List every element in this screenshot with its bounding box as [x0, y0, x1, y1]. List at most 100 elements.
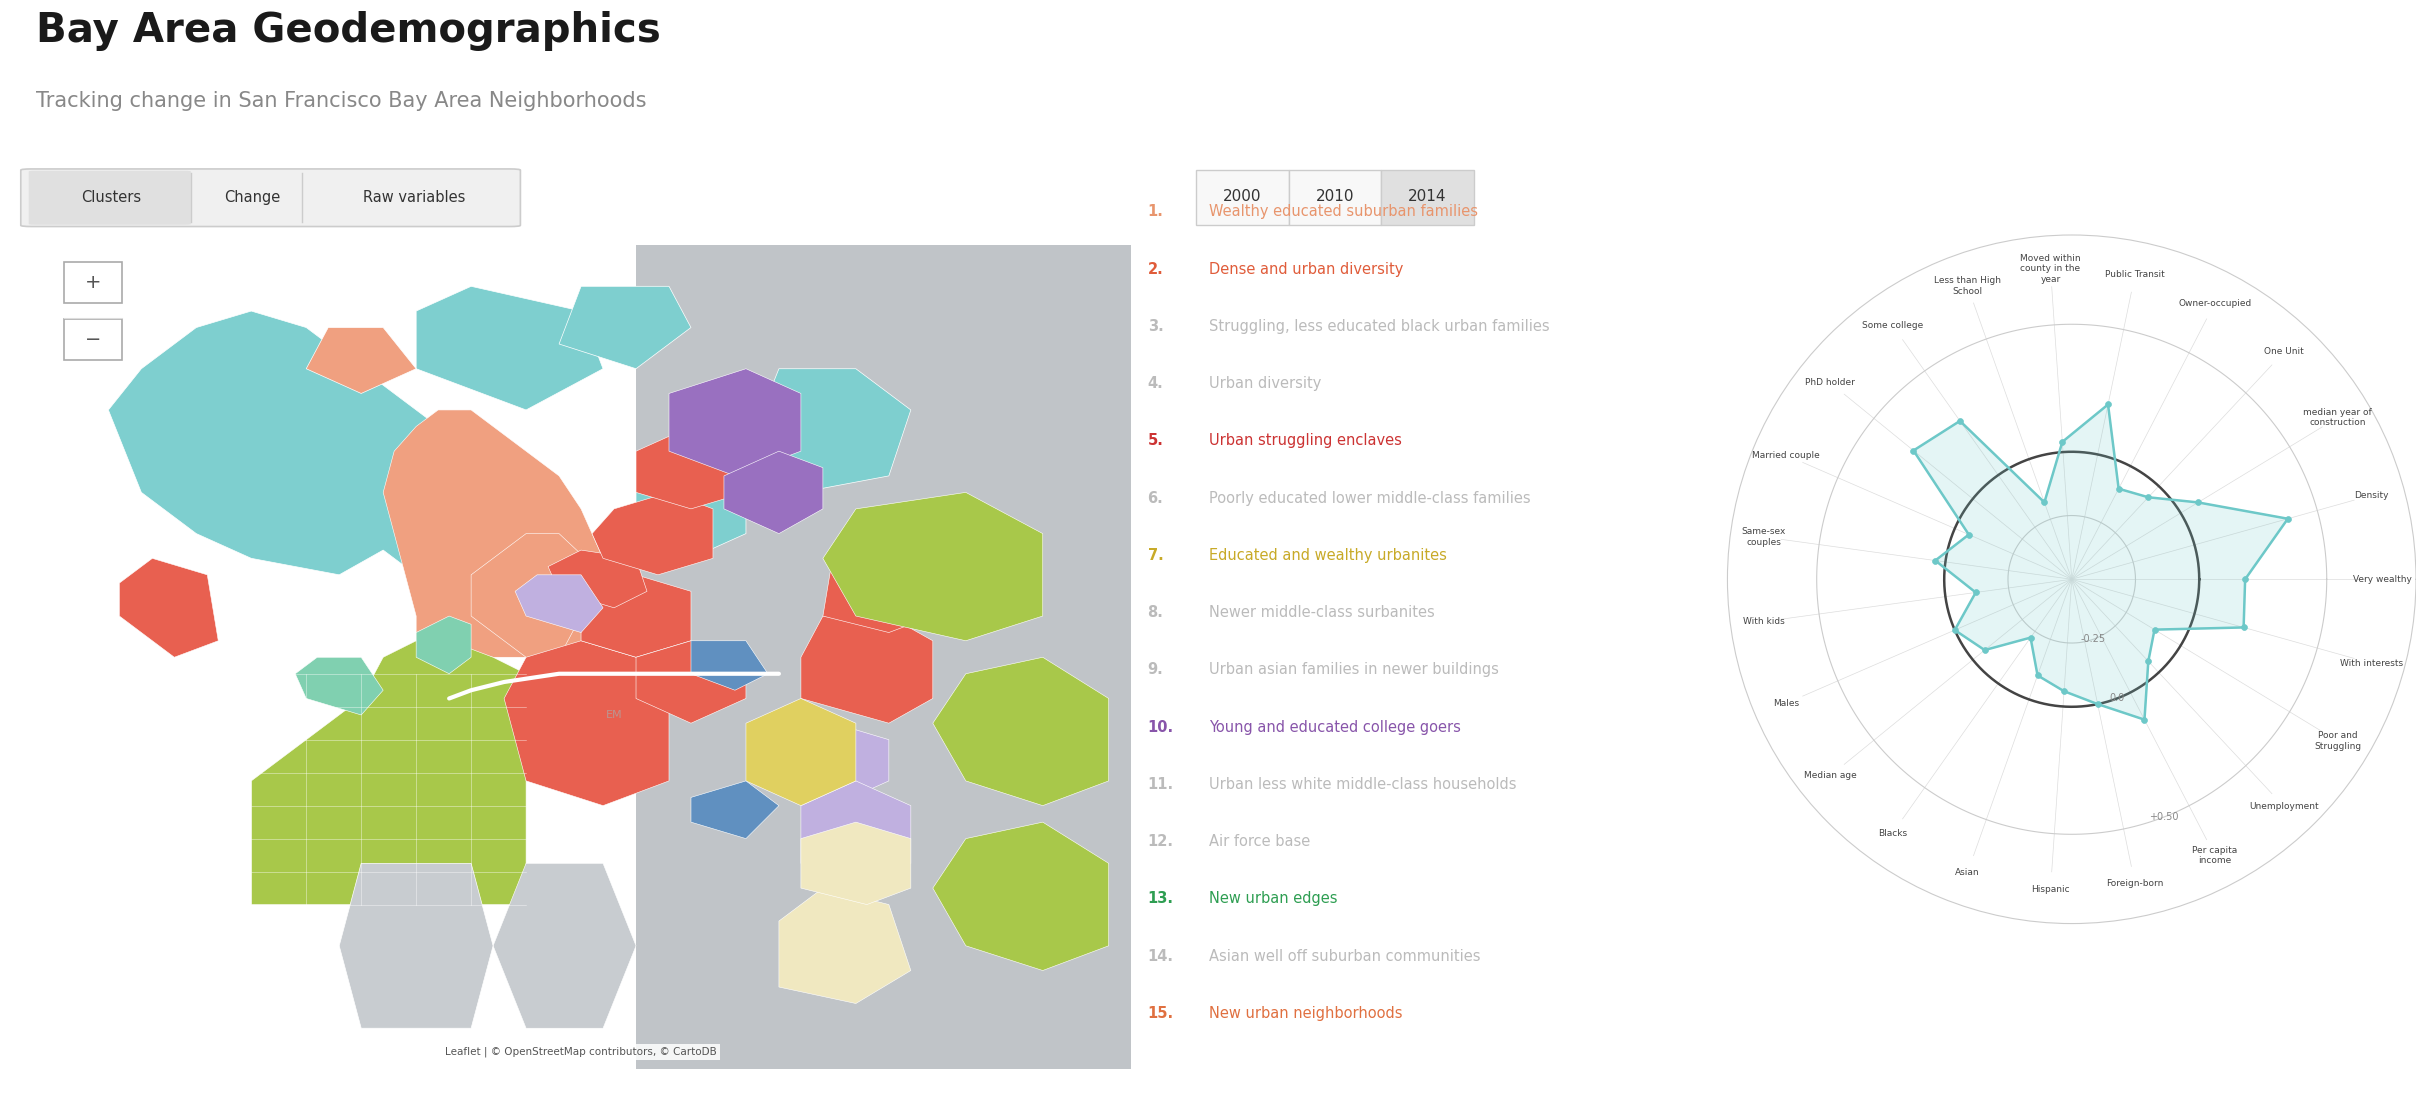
Text: 2.: 2.: [1148, 262, 1165, 276]
Polygon shape: [582, 575, 691, 657]
Polygon shape: [635, 427, 747, 509]
Polygon shape: [802, 616, 933, 723]
Point: [2090, 395, 2128, 413]
Text: Urban asian families in newer buildings: Urban asian families in newer buildings: [1208, 663, 1498, 677]
Text: Some college: Some college: [1863, 321, 1923, 330]
Point: [2269, 510, 2307, 528]
Text: Density: Density: [2353, 491, 2389, 500]
Polygon shape: [747, 369, 911, 492]
Polygon shape: [635, 451, 747, 558]
Text: -0.25: -0.25: [2080, 634, 2107, 644]
Point: [1950, 526, 1988, 544]
Polygon shape: [635, 641, 747, 723]
Polygon shape: [1913, 404, 2288, 720]
Polygon shape: [669, 369, 802, 476]
Text: Wealthy educated suburban families: Wealthy educated suburban families: [1208, 205, 1479, 219]
Polygon shape: [802, 822, 911, 905]
Point: [1935, 622, 1974, 639]
Text: 12.: 12.: [1148, 834, 1174, 849]
Text: Urban diversity: Urban diversity: [1208, 377, 1322, 391]
Point: [2128, 653, 2167, 671]
Text: 11.: 11.: [1148, 776, 1174, 792]
Text: Per capita
income: Per capita income: [2191, 846, 2237, 866]
Point: [1964, 642, 2003, 659]
Point: [2044, 682, 2083, 700]
Point: [2078, 695, 2116, 713]
Text: Air force base: Air force base: [1208, 834, 1309, 849]
Text: Dense and urban diversity: Dense and urban diversity: [1208, 262, 1404, 276]
Text: Change: Change: [225, 190, 280, 205]
Text: 2014: 2014: [1409, 189, 1447, 204]
Polygon shape: [416, 616, 471, 674]
Text: Urban less white middle-class households: Urban less white middle-class households: [1208, 776, 1517, 792]
Polygon shape: [338, 863, 493, 1028]
Bar: [1196, 170, 1288, 225]
Text: median year of
construction: median year of construction: [2302, 408, 2373, 428]
Text: One Unit: One Unit: [2264, 348, 2305, 356]
Text: Raw variables: Raw variables: [362, 190, 466, 205]
Text: 3.: 3.: [1148, 319, 1165, 334]
Point: [1940, 412, 1979, 430]
Text: Asian well off suburban communities: Asian well off suburban communities: [1208, 949, 1481, 964]
Text: 14.: 14.: [1148, 949, 1174, 964]
Text: 0.0: 0.0: [2109, 693, 2124, 703]
Text: Poor and
Struggling: Poor and Struggling: [2315, 731, 2360, 751]
Text: Unemployment: Unemployment: [2249, 802, 2319, 811]
Point: [2179, 494, 2218, 511]
Point: [2017, 666, 2056, 684]
Text: Married couple: Married couple: [1752, 451, 1819, 460]
Polygon shape: [384, 410, 614, 657]
Text: 2010: 2010: [1317, 189, 1353, 204]
Polygon shape: [295, 657, 384, 715]
Polygon shape: [548, 550, 647, 608]
Polygon shape: [118, 558, 217, 657]
Text: 2000: 2000: [1222, 189, 1261, 204]
Point: [2010, 628, 2049, 646]
Polygon shape: [802, 781, 911, 888]
Polygon shape: [691, 781, 778, 839]
Point: [1916, 551, 1955, 569]
Text: Public Transit: Public Transit: [2104, 271, 2165, 280]
Text: 1.: 1.: [1148, 205, 1165, 219]
Polygon shape: [778, 723, 889, 805]
Polygon shape: [493, 863, 635, 1028]
Bar: [1288, 170, 1382, 225]
Text: New urban edges: New urban edges: [1208, 891, 1338, 907]
Text: +0.50: +0.50: [2148, 812, 2179, 822]
Polygon shape: [635, 245, 1131, 1069]
Point: [2126, 711, 2165, 729]
Polygon shape: [725, 451, 824, 534]
Text: Young and educated college goers: Young and educated college goers: [1208, 720, 1462, 735]
Point: [2025, 494, 2063, 511]
Point: [2128, 488, 2167, 506]
Point: [1894, 441, 1933, 459]
Text: Clusters: Clusters: [82, 190, 140, 205]
Polygon shape: [933, 822, 1109, 970]
Polygon shape: [933, 657, 1109, 805]
Text: Males: Males: [1773, 698, 1800, 707]
Point: [2100, 480, 2138, 498]
FancyBboxPatch shape: [29, 170, 191, 225]
Polygon shape: [416, 286, 604, 410]
Polygon shape: [824, 492, 1044, 641]
Text: With kids: With kids: [1742, 617, 1785, 626]
Bar: [1382, 170, 1474, 225]
Text: Asian: Asian: [1955, 868, 1979, 877]
Point: [1957, 584, 1996, 602]
Text: Educated and wealthy urbanites: Educated and wealthy urbanites: [1208, 548, 1447, 563]
Text: New urban neighborhoods: New urban neighborhoods: [1208, 1006, 1404, 1020]
Text: Poorly educated lower middle-class families: Poorly educated lower middle-class famil…: [1208, 490, 1532, 506]
Polygon shape: [558, 286, 691, 369]
Text: Owner-occupied: Owner-occupied: [2179, 299, 2252, 307]
Point: [2225, 618, 2264, 636]
Text: Median age: Median age: [1805, 771, 1858, 780]
Polygon shape: [515, 575, 604, 633]
Text: Tracking change in San Francisco Bay Area Neighborhoods: Tracking change in San Francisco Bay Are…: [36, 91, 647, 110]
Text: 7.: 7.: [1148, 548, 1165, 563]
Text: 8.: 8.: [1148, 605, 1165, 620]
Polygon shape: [747, 698, 855, 805]
Text: Less than High
School: Less than High School: [1935, 276, 2000, 296]
Point: [2225, 570, 2264, 588]
Text: 5.: 5.: [1148, 433, 1165, 449]
Polygon shape: [824, 534, 933, 633]
